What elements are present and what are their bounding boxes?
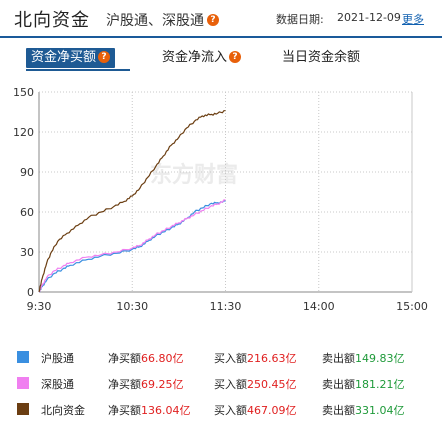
swatch-sgt: [17, 377, 29, 389]
tab-bar: 资金净买额? 资金净流入? 当日资金余额: [0, 44, 442, 71]
buy-value: 250.45亿: [247, 378, 297, 391]
swatch-hgt: [17, 351, 29, 363]
help-icon[interactable]: ?: [207, 14, 219, 26]
y-tick-label: 0: [27, 286, 34, 299]
net-value: 136.04亿: [141, 404, 191, 417]
subtitle-text: 沪股通、深股通: [106, 13, 204, 29]
legend-row-hgt: 沪股通 净买额66.80亿 买入额216.63亿 卖出额149.83亿: [0, 348, 442, 366]
sell-value: 149.83亿: [355, 352, 405, 365]
x-tick-label: 9:30: [27, 300, 52, 313]
buy-label: 买入额467.09亿: [214, 402, 297, 418]
y-tick-label: 30: [20, 246, 34, 259]
series-line-hgt: [38, 199, 226, 293]
y-tick-label: 90: [20, 166, 34, 179]
page-subtitle: 沪股通、深股通?: [106, 10, 219, 30]
tab-label: 当日资金余额: [282, 50, 361, 65]
legend-name: 北向资金: [41, 404, 85, 417]
date-label: 数据日期:: [276, 13, 324, 26]
watermark-text: 东方财富: [150, 162, 238, 188]
net-value: 69.25亿: [141, 378, 184, 391]
legend-row-north: 北向资金 净买额136.04亿 买入额467.09亿 卖出额331.04亿: [0, 400, 442, 418]
net-label-text: 净买额: [108, 352, 141, 365]
y-tick-label: 120: [13, 126, 34, 139]
legend-row-sgt: 深股通 净买额69.25亿 买入额250.45亿 卖出额181.21亿: [0, 374, 442, 392]
date-value: 2021-12-09: [337, 11, 401, 24]
y-tick-label: 150: [13, 86, 34, 99]
net-label-text: 净买额: [108, 378, 141, 391]
buy-value: 467.09亿: [247, 404, 297, 417]
sell-label-text: 卖出额: [322, 378, 355, 391]
active-tab-underline: [26, 69, 130, 71]
help-icon[interactable]: ?: [98, 50, 111, 63]
buy-label-text: 买入额: [214, 404, 247, 417]
net-value: 66.80亿: [141, 352, 184, 365]
header-divider: [0, 36, 442, 38]
flow-chart: 东方财富 0 30 60 90 120 150 9:30 10:30 11:30 14:00 15:0…: [0, 72, 442, 322]
sell-label: 卖出额181.21亿: [322, 376, 405, 392]
tab-net-buy[interactable]: 资金净买额?: [26, 48, 116, 68]
legend-name: 深股通: [41, 378, 74, 391]
sell-label: 卖出额149.83亿: [322, 350, 405, 366]
tab-label: 资金净流入: [162, 50, 228, 65]
x-tick-label: 10:30: [116, 300, 148, 313]
sell-label-text: 卖出额: [322, 352, 355, 365]
net-label: 净买额66.80亿: [108, 350, 184, 366]
net-label: 净买额136.04亿: [108, 402, 191, 418]
chart-svg: 东方财富 0 30 60 90 120 150 9:30 10:30 11:30 14:00 15:0…: [13, 86, 428, 313]
help-icon[interactable]: ?: [229, 50, 242, 63]
series-line-sgt: [38, 199, 226, 293]
x-tick-label: 11:30: [210, 300, 242, 313]
tab-net-inflow[interactable]: 资金净流入?: [162, 48, 242, 68]
y-tick-label: 60: [20, 206, 34, 219]
panel-header: 北向资金 沪股通、深股通? 数据日期: 2021-12-09 更多: [0, 0, 442, 36]
buy-label: 买入额250.45亿: [214, 376, 297, 392]
x-tick-label: 15:00: [396, 300, 428, 313]
sell-label-text: 卖出额: [322, 404, 355, 417]
buy-label-text: 买入额: [214, 378, 247, 391]
buy-label-text: 买入额: [214, 352, 247, 365]
buy-value: 216.63亿: [247, 352, 297, 365]
net-label-text: 净买额: [108, 404, 141, 417]
series-line-north: [38, 110, 226, 293]
swatch-north: [17, 403, 29, 415]
net-label: 净买额69.25亿: [108, 376, 184, 392]
tab-label: 资金净买额: [31, 50, 97, 65]
more-link[interactable]: 更多: [402, 13, 424, 26]
page-title: 北向资金: [14, 10, 90, 31]
tab-daily-balance[interactable]: 当日资金余额: [282, 48, 360, 68]
x-tick-label: 14:00: [303, 300, 335, 313]
sell-label: 卖出额331.04亿: [322, 402, 405, 418]
sell-value: 331.04亿: [355, 404, 405, 417]
buy-label: 买入额216.63亿: [214, 350, 297, 366]
sell-value: 181.21亿: [355, 378, 405, 391]
legend-name: 沪股通: [41, 352, 74, 365]
